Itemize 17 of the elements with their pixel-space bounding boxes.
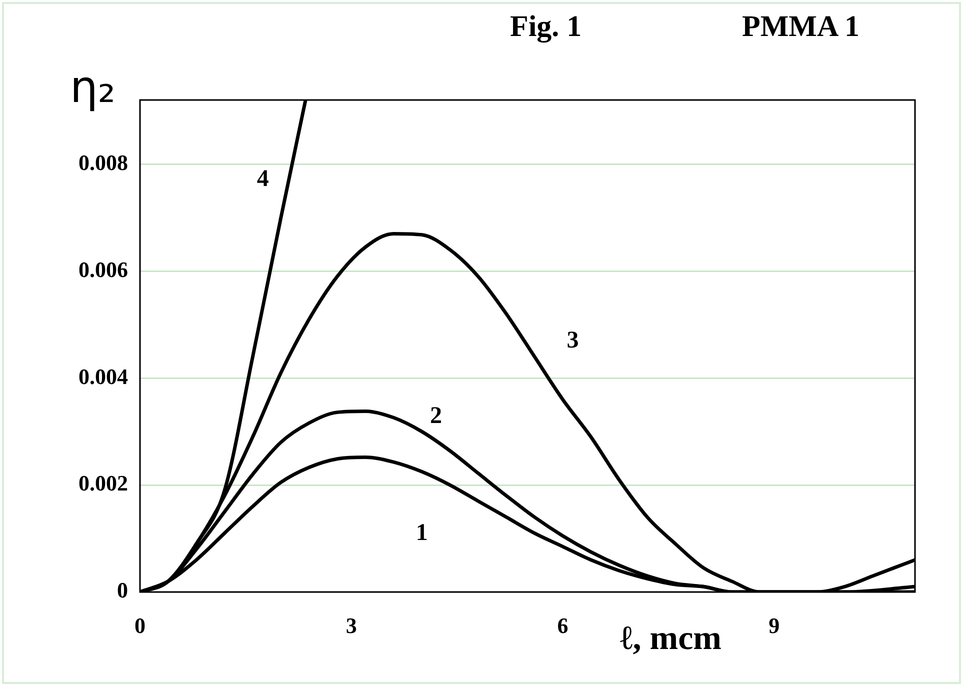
chart-title: Fig. 1 — [510, 10, 582, 44]
y-tick-label: 0 — [117, 578, 128, 603]
series-label: 1 — [416, 520, 428, 546]
y-tick-label: 0.008 — [78, 150, 128, 175]
x-tick-label: 3 — [346, 612, 357, 638]
y-tick-label: 0.006 — [78, 256, 128, 282]
x-tick-label: 9 — [768, 612, 780, 638]
x-axis-title: ℓ, mcm — [620, 620, 722, 658]
series-label: 4 — [256, 166, 269, 192]
x-tick-label: 6 — [557, 612, 568, 638]
x-tick-label: 0 — [134, 612, 146, 638]
series-label: 2 — [430, 403, 442, 430]
y-tick-label: 0.004 — [78, 364, 128, 389]
y-tick-label: 0.002 — [78, 470, 128, 496]
series-label: 3 — [566, 328, 579, 354]
y-axis-title: η₂ — [70, 62, 116, 113]
chart-subtitle: PMMA 1 — [742, 10, 860, 44]
